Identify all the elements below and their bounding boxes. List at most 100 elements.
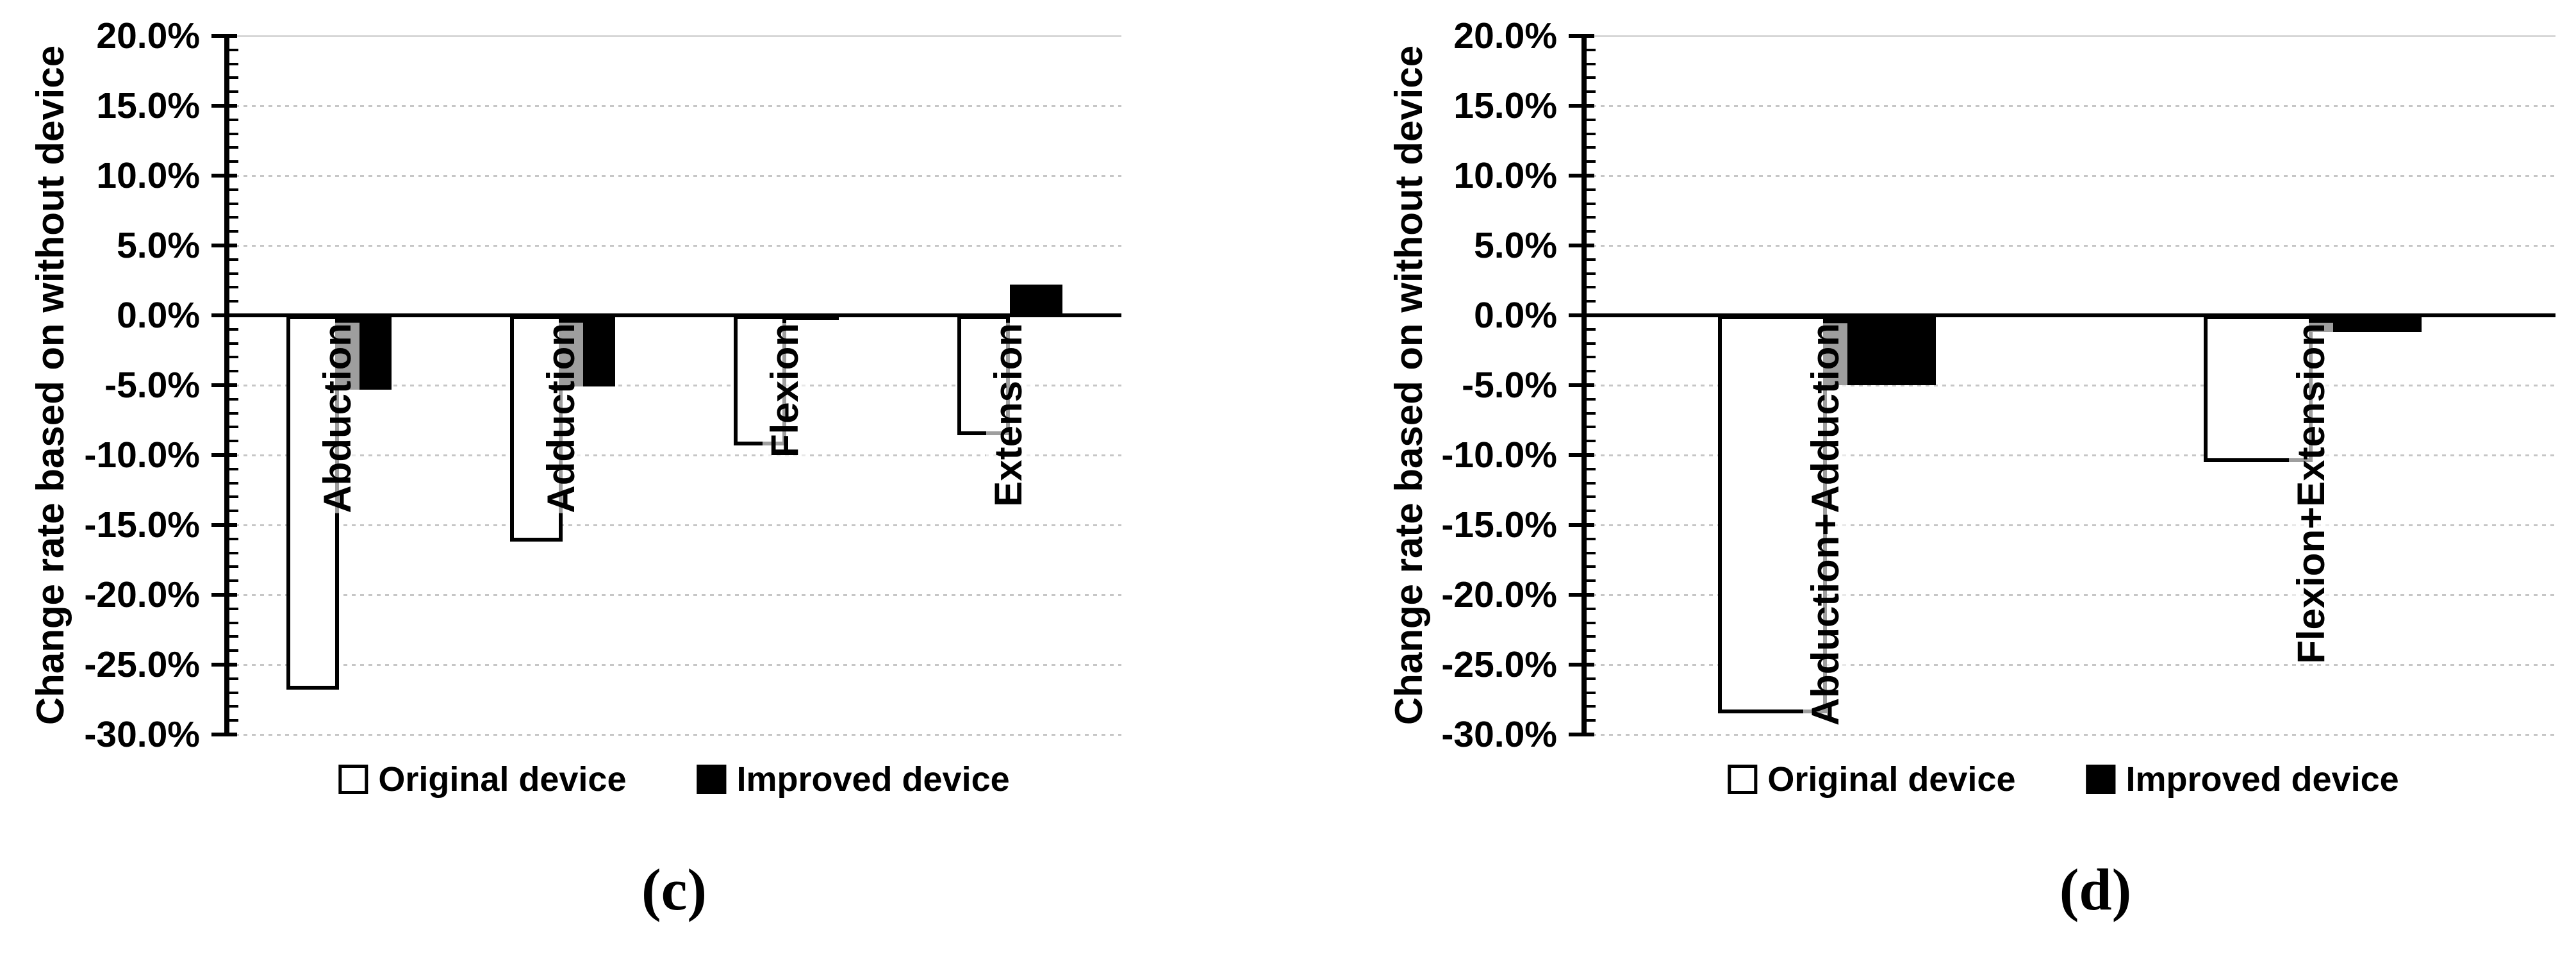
y-tick-label: 20.0%	[1453, 15, 1557, 56]
y-major-tick	[211, 663, 237, 667]
y-minor-tick	[227, 76, 238, 79]
legend-entry: Original device	[338, 759, 626, 799]
y-gridline	[227, 245, 1121, 247]
y-minor-tick	[1584, 356, 1596, 359]
y-minor-tick	[1584, 440, 1596, 443]
y-tick-label: -15.0%	[84, 504, 200, 545]
y-tick-label: -25.0%	[1441, 644, 1557, 685]
y-minor-tick	[227, 202, 238, 205]
y-minor-tick	[227, 230, 238, 233]
y-gridline	[227, 175, 1121, 177]
legend-swatch-improved-icon	[697, 765, 727, 794]
y-major-tick	[211, 174, 237, 178]
y-major-tick	[211, 34, 237, 38]
y-gridline	[1584, 385, 2555, 386]
y-minor-tick	[227, 411, 238, 415]
y-gridline	[1584, 664, 2555, 666]
bar-improved-device	[786, 315, 839, 320]
y-major-tick	[211, 104, 237, 108]
y-major-tick	[1569, 453, 1594, 457]
y-major-tick	[1569, 733, 1594, 736]
y-minor-tick	[227, 607, 238, 610]
legend-entry: Original device	[1728, 759, 2015, 799]
y-gridline	[227, 524, 1121, 526]
y-major-tick	[211, 313, 237, 317]
legend: Original device Improved device	[1728, 759, 2399, 799]
y-minor-tick	[227, 510, 238, 513]
y-minor-tick	[1584, 537, 1596, 540]
y-minor-tick	[1584, 62, 1596, 65]
y-minor-tick	[227, 537, 238, 540]
y-minor-tick	[227, 621, 238, 624]
y-minor-tick	[227, 356, 238, 359]
y-tick-label: -10.0%	[84, 435, 200, 476]
y-tick-label: -20.0%	[1441, 574, 1557, 615]
y-gridline	[227, 35, 1121, 37]
panel-caption: (c)	[641, 857, 707, 922]
y-minor-tick	[1584, 635, 1596, 638]
y-tick-label: -30.0%	[1441, 714, 1557, 755]
y-major-tick	[211, 523, 237, 527]
y-tick-label: 0.0%	[117, 295, 200, 336]
y-gridline	[227, 385, 1121, 386]
y-tick-label: 15.0%	[96, 85, 200, 126]
y-minor-tick	[227, 551, 238, 554]
y-minor-tick	[227, 397, 238, 401]
y-minor-tick	[1584, 565, 1596, 568]
y-gridline	[1584, 175, 2555, 177]
category-label: Flexion+Extension	[2289, 323, 2333, 664]
y-minor-tick	[227, 481, 238, 485]
legend-swatch-original-icon	[1728, 765, 1758, 794]
y-minor-tick	[1584, 426, 1596, 429]
y-minor-tick	[1584, 705, 1596, 708]
y-minor-tick	[227, 342, 238, 345]
y-minor-tick	[1584, 48, 1596, 51]
y-minor-tick	[227, 495, 238, 499]
y-minor-tick	[1584, 607, 1596, 610]
y-gridline	[1584, 524, 2555, 526]
y-minor-tick	[227, 691, 238, 694]
y-minor-tick	[227, 188, 238, 191]
y-gridline	[1584, 35, 2555, 37]
legend-entry: Improved device	[697, 759, 1010, 799]
y-minor-tick	[1584, 146, 1596, 149]
y-minor-tick	[227, 160, 238, 163]
y-gridline	[227, 454, 1121, 456]
bar-improved-device	[1009, 285, 1062, 315]
legend-label: Original device	[378, 760, 627, 799]
y-minor-tick	[1584, 132, 1596, 135]
legend-swatch-improved-icon	[2086, 765, 2116, 794]
y-major-tick	[211, 383, 237, 387]
legend: Original device Improved device	[338, 759, 1010, 799]
y-major-tick	[1569, 523, 1594, 527]
category-label: Extension	[986, 323, 1030, 507]
category-label: Abduction	[315, 323, 359, 513]
panel-caption: (d)	[2059, 857, 2132, 922]
y-minor-tick	[1584, 397, 1596, 401]
zero-axis-line	[1584, 313, 2555, 317]
y-minor-tick	[1584, 342, 1596, 345]
y-minor-tick	[227, 286, 238, 289]
y-minor-tick	[227, 90, 238, 94]
y-gridline	[1584, 734, 2555, 736]
y-minor-tick	[1584, 202, 1596, 205]
y-minor-tick	[1584, 719, 1596, 722]
y-minor-tick	[1584, 118, 1596, 121]
y-major-tick	[1569, 663, 1594, 667]
y-major-tick	[1569, 313, 1594, 317]
y-minor-tick	[227, 635, 238, 638]
y-major-tick	[1569, 34, 1594, 38]
zero-axis-line	[227, 313, 1121, 317]
y-minor-tick	[1584, 328, 1596, 331]
y-gridline	[1584, 105, 2555, 107]
legend-label: Improved device	[2126, 760, 2399, 799]
y-minor-tick	[1584, 510, 1596, 513]
y-tick-label: 10.0%	[1453, 155, 1557, 196]
y-tick-label: 0.0%	[1474, 295, 1557, 336]
y-minor-tick	[1584, 691, 1596, 694]
y-minor-tick	[1584, 90, 1596, 94]
y-tick-label: 10.0%	[96, 155, 200, 196]
y-tick-label: -25.0%	[84, 644, 200, 685]
